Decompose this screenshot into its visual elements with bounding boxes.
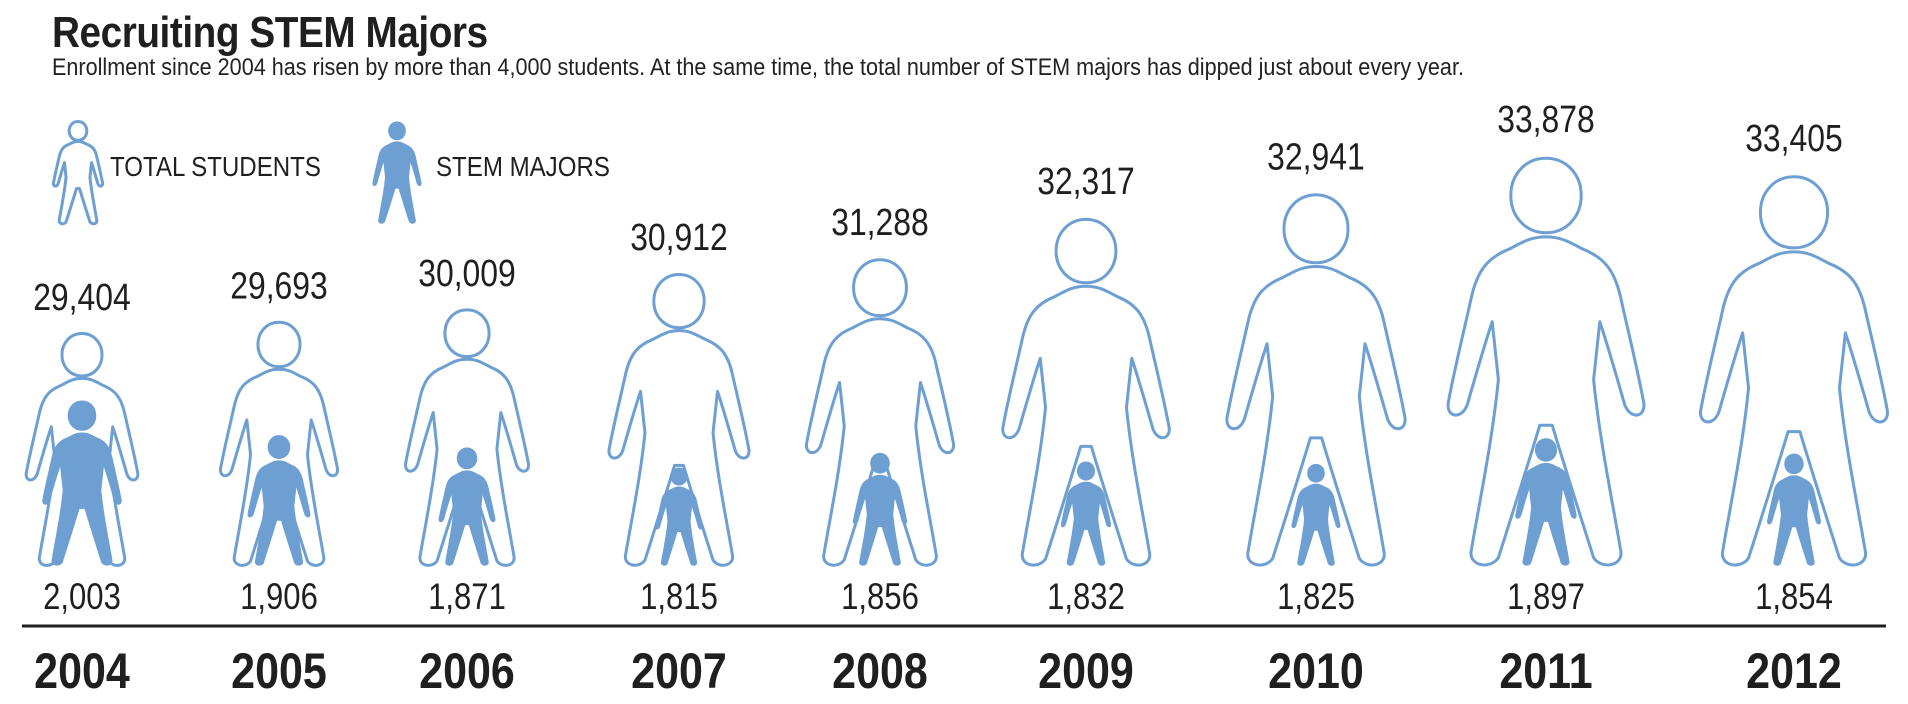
- person-filled-icon: [372, 121, 422, 224]
- year-label: 2007: [631, 643, 727, 699]
- total-students-value-label: 30,912: [630, 216, 728, 258]
- year-label: 2006: [419, 643, 515, 699]
- year-label: 2008: [832, 643, 928, 699]
- stem-majors-value-label: 1,906: [240, 577, 318, 618]
- year-label: 2009: [1038, 643, 1134, 699]
- year-label: 2011: [1499, 643, 1592, 699]
- stem-majors-value-label: 1,871: [428, 577, 506, 618]
- total-students-value-label: 29,693: [230, 265, 328, 307]
- total-students-value-label: 33,878: [1497, 98, 1595, 140]
- year-label: 2010: [1268, 643, 1364, 699]
- stem-majors-value-label: 1,825: [1277, 577, 1355, 618]
- chart-title: Recruiting STEM Majors: [52, 8, 488, 57]
- year-label: 2004: [34, 643, 130, 699]
- stem-majors-value-label: 1,815: [640, 577, 718, 618]
- stem-majors-value-label: 1,897: [1507, 577, 1585, 618]
- total-students-figure: [403, 308, 531, 567]
- stem-majors-figure: [852, 452, 908, 566]
- legend-stem-label: STEM MAJORS: [436, 150, 610, 182]
- stem-majors-value-label: 1,854: [1755, 577, 1833, 618]
- stem-majors-figure: [1515, 438, 1577, 566]
- legend: TOTAL STUDENTS STEM MAJORS: [51, 120, 610, 226]
- person-outline-icon: [51, 120, 105, 226]
- stem-majors-figure: [42, 400, 122, 566]
- year-label: 2012: [1746, 643, 1842, 699]
- stem-majors-figure: [438, 447, 496, 566]
- year-label: 2005: [231, 643, 327, 699]
- total-students-value-label: 31,288: [831, 201, 929, 243]
- stem-majors-figure: [1060, 461, 1112, 566]
- stem-majors-value-label: 1,856: [841, 577, 919, 618]
- total-students-value-label: 33,405: [1745, 117, 1843, 159]
- legend-total-figure: [51, 120, 105, 226]
- legend-stem-figure: [372, 121, 422, 224]
- total-students-value-label: 30,009: [418, 252, 516, 294]
- figures-layer: [24, 156, 1889, 567]
- stem-majors-value-label: 1,832: [1047, 577, 1125, 618]
- legend-total-label: TOTAL STUDENTS: [110, 150, 321, 182]
- stem-majors-figure: [247, 435, 311, 566]
- total-students-value-label: 32,941: [1267, 136, 1365, 178]
- stem-majors-figure: [655, 467, 703, 566]
- total-students-value-label: 32,317: [1037, 161, 1135, 203]
- stem-majors-value-label: 2,003: [43, 577, 121, 618]
- labels-layer: 29,404 2,003 2004 29,693 1,906 2005 30,009 1,87…: [33, 98, 1843, 698]
- total-students-value-label: 29,404: [33, 276, 131, 318]
- chart-subtitle: Enrollment since 2004 has risen by more …: [52, 54, 1464, 81]
